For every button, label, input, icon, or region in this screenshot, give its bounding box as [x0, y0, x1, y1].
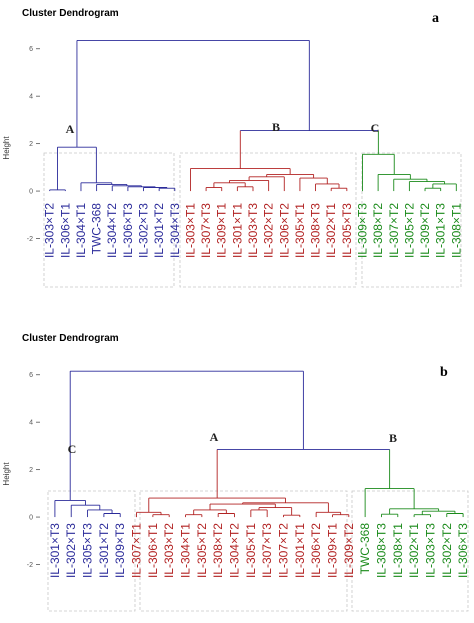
leaf-label: IL-303×T3 — [423, 523, 437, 578]
leaf-label: IL-309×T2 — [418, 203, 432, 258]
leaf-label: IL-308×T2 — [211, 523, 225, 578]
dendrogram-panel-a: Cluster Dendrogram a 6 4 2 0 -2 Height IL-303×… — [2, 8, 463, 288]
cluster-label: B — [389, 431, 397, 445]
y-tick-label: -2 — [27, 562, 33, 569]
leaf-label: IL-303×T1 — [183, 203, 197, 258]
leaf-label: IL-307×T2 — [387, 203, 401, 258]
leaf-label: IL-304×T2 — [228, 523, 242, 578]
leaf-label: IL-305×T2 — [402, 203, 416, 258]
y-tick-label: 0 — [29, 189, 33, 196]
y-axis-title: Height — [2, 462, 11, 486]
leaf-label: IL-308×T1 — [391, 523, 405, 578]
cluster-box — [179, 152, 357, 288]
leaf-label: IL-307×T1 — [130, 523, 144, 578]
leaf-label: IL-305×T3 — [340, 203, 354, 258]
leaf-label: IL-305×T3 — [81, 523, 95, 578]
leaf-label: IL-301×T2 — [152, 203, 166, 258]
leaf-label: IL-305×T2 — [195, 523, 209, 578]
panel-a-title: Cluster Dendrogram — [22, 8, 119, 19]
leaf-label: IL-309×T2 — [342, 523, 356, 578]
leaf-label: IL-309×T3 — [355, 203, 369, 258]
leaf-label: IL-309×T1 — [215, 203, 229, 258]
leaf-label: IL-302×T2 — [262, 203, 276, 258]
leaf-label: IL-301×T3 — [48, 523, 62, 578]
leaf-label: IL-309×T1 — [325, 523, 339, 578]
leaf-label: IL-306×T2 — [277, 203, 291, 258]
cluster-box — [139, 490, 348, 612]
leaf-label: IL-305×T1 — [244, 523, 258, 578]
cluster-box — [351, 490, 469, 612]
cluster-label: C — [68, 442, 77, 456]
y-tick-label: 2 — [29, 467, 33, 474]
y-tick-label: -2 — [27, 236, 33, 243]
leaf-label: IL-302×T1 — [407, 523, 421, 578]
panel-b-letter: b — [440, 365, 448, 380]
leaf-label: TWC-368 — [90, 203, 104, 255]
leaf-label: IL-303×T2 — [162, 523, 176, 578]
leaf-label: IL-306×T2 — [309, 523, 323, 578]
leaf-label: IL-306×T1 — [58, 203, 72, 258]
leaf-label: IL-308×T1 — [449, 203, 463, 258]
leaf-label: IL-301×T2 — [97, 523, 111, 578]
leaf-label: IL-302×T3 — [64, 523, 78, 578]
leaf-label: IL-303×T2 — [43, 203, 57, 258]
leaf-label: IL-302×T3 — [137, 203, 151, 258]
leaf-label: IL-307×T3 — [260, 523, 274, 578]
cluster-label: B — [272, 120, 280, 134]
y-tick-label: 6 — [29, 46, 33, 53]
panel-b-title: Cluster Dendrogram — [22, 333, 119, 344]
leaf-label: IL-307×T2 — [276, 523, 290, 578]
y-tick-label: 4 — [29, 420, 33, 427]
leaf-label: IL-308×T2 — [371, 203, 385, 258]
y-tick-label: 0 — [29, 515, 33, 522]
leaf-label: IL-304×T2 — [105, 203, 119, 258]
cluster-box — [47, 490, 136, 612]
leaf-label: IL-303×T3 — [246, 203, 260, 258]
leaf-label: IL-306×T3 — [121, 203, 135, 258]
leaf-label: IL-308×T3 — [309, 203, 323, 258]
cluster-label: C — [371, 121, 380, 135]
panel-a-letter: a — [432, 11, 439, 26]
leaf-label: IL-309×T3 — [113, 523, 127, 578]
leaf-label: IL-304×T3 — [168, 203, 182, 258]
leaf-label: IL-302×T1 — [324, 203, 338, 258]
leaf-label: IL-304×T1 — [179, 523, 193, 578]
cluster-label: A — [66, 122, 75, 136]
leaf-label: IL-307×T3 — [199, 203, 213, 258]
cluster-label: A — [210, 430, 219, 444]
leaf-label: IL-306×T1 — [146, 523, 160, 578]
y-tick-label: 4 — [29, 94, 33, 101]
cluster-box — [361, 152, 462, 288]
leaf-label: IL-304×T1 — [74, 203, 88, 258]
y-axis-title: Height — [2, 136, 11, 160]
dendrogram-panel-b: Cluster Dendrogram b 6 4 2 0 -2 Height IL-301×… — [2, 333, 470, 612]
leaf-label: IL-305×T1 — [293, 203, 307, 258]
leaf-label: IL-301×T1 — [293, 523, 307, 578]
leaf-label: TWC-368 — [358, 523, 372, 575]
y-tick-label: 2 — [29, 141, 33, 148]
leaf-label: IL-302×T2 — [440, 523, 454, 578]
cluster-box — [43, 152, 175, 288]
leaf-label: IL-301×T3 — [434, 203, 448, 258]
leaf-label: IL-301×T1 — [230, 203, 244, 258]
leaf-label: IL-306×T3 — [456, 523, 470, 578]
leaf-label: IL-308×T3 — [374, 523, 388, 578]
y-tick-label: 6 — [29, 372, 33, 379]
